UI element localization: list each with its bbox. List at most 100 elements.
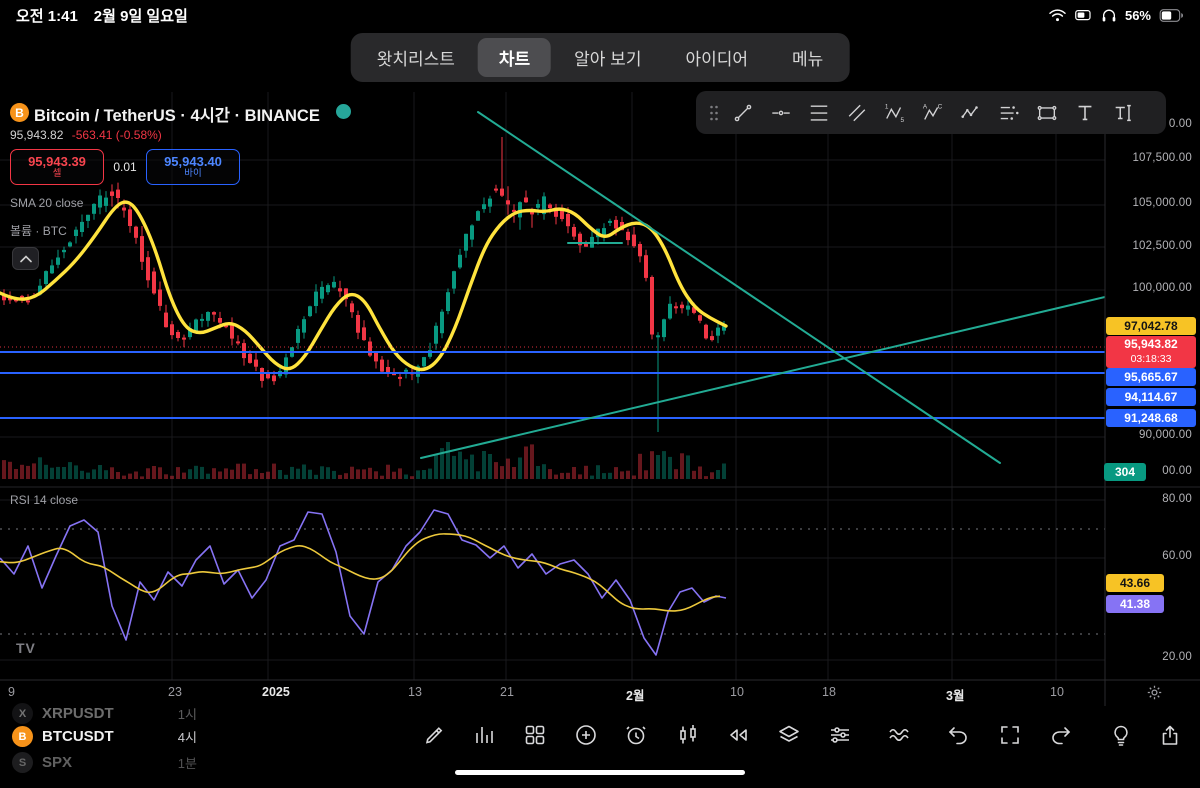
layout-grid-icon[interactable] bbox=[522, 722, 548, 748]
idea-lightbulb-icon[interactable] bbox=[1108, 722, 1134, 748]
projection-icon[interactable] bbox=[990, 97, 1028, 129]
trend-line-icon[interactable] bbox=[724, 97, 762, 129]
rsi-value-badge: 41.38 bbox=[1106, 595, 1164, 613]
axis-label-zero: 0.00 bbox=[1168, 118, 1192, 130]
object-tree-icon[interactable] bbox=[776, 722, 802, 748]
svg-text:1: 1 bbox=[885, 103, 889, 110]
text-tool-icon[interactable] bbox=[1066, 97, 1104, 129]
buy-button[interactable]: 95,943.40 바이 bbox=[146, 149, 240, 185]
time-tick: 21 bbox=[500, 685, 514, 699]
chevron-up-icon bbox=[19, 254, 32, 262]
tab-menu[interactable]: 메뉴 bbox=[792, 50, 824, 69]
clock: 오전 1:41 bbox=[16, 7, 78, 25]
watchlist-row-xrpusdt[interactable]: X XRPUSDT 1시 bbox=[12, 703, 197, 724]
bar-countdown: 03:18:33 bbox=[1130, 353, 1172, 365]
status-right: 56% bbox=[1048, 8, 1184, 23]
time-tick-month: 3월 bbox=[946, 689, 965, 703]
last-price-value: 95,943.82 bbox=[1124, 337, 1178, 351]
settings-sliders-icon[interactable] bbox=[827, 722, 853, 748]
volume-value-badge: 304 bbox=[1104, 463, 1146, 481]
pane-collapse-button[interactable] bbox=[12, 247, 39, 270]
svg-text:5: 5 bbox=[901, 117, 905, 124]
share-icon[interactable] bbox=[1157, 722, 1183, 748]
rsi-axis-label-80: 80.00 bbox=[1162, 493, 1192, 505]
price-change: -563.41 (-0.58%) bbox=[71, 128, 162, 142]
draw-marker-icon[interactable] bbox=[421, 722, 447, 748]
bar-replay-icon[interactable] bbox=[725, 722, 751, 748]
rectangle-tool-icon[interactable] bbox=[1028, 97, 1066, 129]
time-axis[interactable] bbox=[0, 681, 1105, 705]
rsi-ma-badge: 43.66 bbox=[1106, 574, 1164, 592]
top-nav: 왓치리스트 차트 알아 보기 아이디어 메뉴 bbox=[350, 33, 850, 82]
time-tick: 23 bbox=[168, 685, 182, 699]
svg-text:C: C bbox=[938, 103, 943, 110]
tab-explore[interactable]: 알아 보기 bbox=[574, 50, 642, 69]
tab-chart[interactable]: 차트 bbox=[477, 38, 552, 77]
time-tick: 9 bbox=[8, 685, 15, 699]
level-badge-1[interactable]: 95,665.67 bbox=[1106, 368, 1196, 386]
add-circle-icon[interactable] bbox=[573, 722, 599, 748]
time-tick: 10 bbox=[1050, 685, 1064, 699]
watchlist-timeframe: 1분 bbox=[177, 756, 197, 771]
time-tick-year: 2025 bbox=[262, 685, 290, 699]
volume-indicator-label[interactable]: 볼륨 · BTC bbox=[10, 224, 67, 238]
sell-price: 95,943.39 bbox=[28, 153, 86, 169]
axis-label-107500: 107,500.00 bbox=[1132, 152, 1192, 164]
tab-watchlist[interactable]: 왓치리스트 bbox=[376, 50, 455, 69]
sma-indicator-label[interactable]: SMA 20 close bbox=[10, 196, 84, 210]
xabcd-pattern-icon[interactable]: 1 5 bbox=[876, 97, 914, 129]
status-date: 2월 9일 일요일 bbox=[93, 7, 188, 25]
indicators-icon[interactable] bbox=[472, 722, 498, 748]
axis-label-105000: 105,000.00 bbox=[1132, 197, 1192, 209]
horizontal-line-icon[interactable] bbox=[762, 97, 800, 129]
redo-icon[interactable] bbox=[1048, 722, 1074, 748]
symbol-title[interactable]: Bitcoin / TetherUS · 4시간 · BINANCE bbox=[34, 107, 320, 125]
status-left: 오전 1:41 2월 9일 일요일 bbox=[16, 5, 188, 26]
fib-retracement-icon[interactable] bbox=[800, 97, 838, 129]
zigzag-pattern-icon[interactable] bbox=[952, 97, 990, 129]
undo-icon[interactable] bbox=[945, 722, 971, 748]
compare-candles-icon[interactable] bbox=[675, 722, 701, 748]
alert-clock-icon[interactable] bbox=[623, 722, 649, 748]
drawing-toolbar: 1 5 A C bbox=[696, 91, 1166, 134]
time-tick: 18 bbox=[822, 685, 836, 699]
parallel-channel-icon[interactable] bbox=[838, 97, 876, 129]
home-indicator[interactable] bbox=[455, 770, 745, 775]
sma-price-badge[interactable]: 97,042.78 bbox=[1106, 317, 1196, 335]
sell-label: 셀 bbox=[52, 167, 62, 179]
rsi-axis-label-20: 20.00 bbox=[1162, 651, 1192, 663]
wifi-icon bbox=[1049, 8, 1066, 21]
svg-text:A: A bbox=[923, 103, 928, 110]
time-tick: 13 bbox=[408, 685, 422, 699]
time-tick: 10 bbox=[730, 685, 744, 699]
last-price-badge: 95,943.82 03:18:33 bbox=[1106, 336, 1196, 368]
axis-label-clipped: 00.00 bbox=[1162, 465, 1192, 477]
axis-label-102500: 102,500.00 bbox=[1132, 240, 1192, 252]
axis-label-90000: 90,000.00 bbox=[1139, 429, 1192, 441]
watchlist-row-btcusdt[interactable]: B BTCUSDT 4시 bbox=[12, 726, 197, 747]
level-badge-3[interactable]: 91,248.68 bbox=[1106, 409, 1196, 427]
watchlist-symbol: XRPUSDT bbox=[42, 705, 114, 722]
battery-percentage: 56% bbox=[1124, 7, 1151, 23]
btc-icon: B bbox=[12, 726, 33, 747]
battery-icon bbox=[1159, 8, 1184, 22]
watchlist-row-spx[interactable]: S SPX 1분 bbox=[12, 752, 197, 773]
last-price: 95,943.82 bbox=[10, 128, 64, 142]
anchored-text-tool-icon[interactable] bbox=[1104, 97, 1142, 129]
watchlist-symbol: BTCUSDT bbox=[42, 728, 114, 745]
tab-ideas[interactable]: 아이디어 bbox=[685, 50, 749, 69]
level-badge-2[interactable]: 94,114.67 bbox=[1106, 388, 1196, 406]
fullscreen-icon[interactable] bbox=[997, 722, 1023, 748]
spread-value: 0.01 bbox=[113, 160, 137, 174]
rsi-indicator-label[interactable]: RSI 14 close bbox=[10, 493, 79, 507]
elliott-wave-icon[interactable]: A C bbox=[914, 97, 952, 129]
tradingview-logo[interactable]: TV bbox=[16, 640, 36, 656]
axis-settings-gear-icon[interactable] bbox=[1146, 684, 1163, 701]
spx-icon: S bbox=[12, 752, 33, 773]
watchlist-timeframe: 1시 bbox=[177, 707, 197, 722]
sell-button[interactable]: 95,943.39 셀 bbox=[10, 149, 104, 185]
drag-handle-icon[interactable] bbox=[704, 97, 724, 129]
waves-icon[interactable] bbox=[886, 722, 912, 748]
